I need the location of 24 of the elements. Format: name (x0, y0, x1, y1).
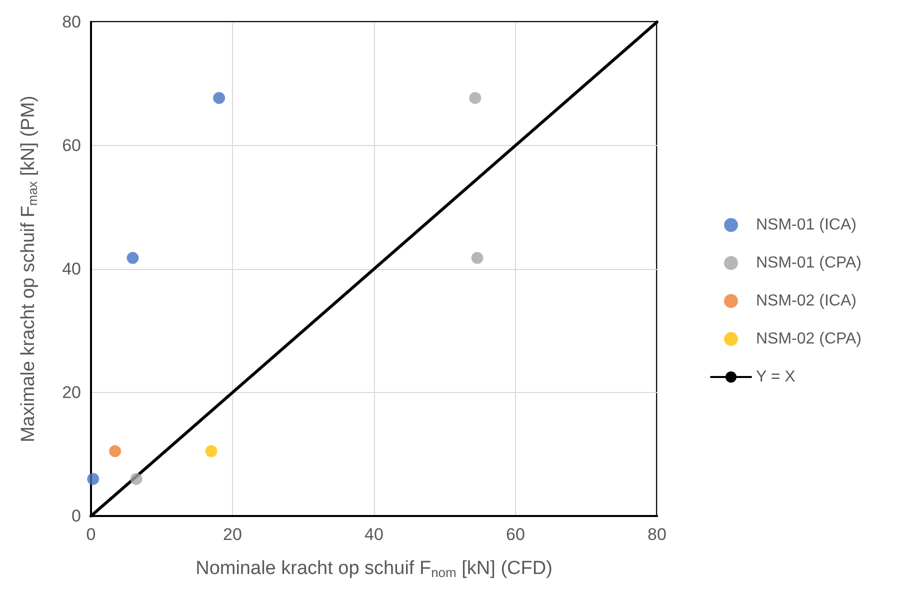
point (469, 92, 482, 104)
x-tick-label: 40 (364, 525, 384, 544)
point (205, 445, 218, 458)
y-tick-label: 20 (62, 383, 81, 402)
legend-label: NSM-01 (CPA) (756, 254, 862, 272)
x-tick-label: 60 (506, 525, 525, 544)
x-tick-label: 20 (223, 525, 242, 544)
point (87, 472, 100, 485)
point (126, 252, 139, 264)
legend-label: NSM-02 (ICA) (756, 292, 856, 310)
x-tick-label: 80 (648, 525, 666, 544)
legend-label: NSM-01 (ICA) (756, 216, 856, 234)
legend-label: NSM-02 (CPA) (756, 330, 862, 348)
legend-label: Y = X (756, 368, 796, 386)
point (109, 445, 122, 458)
y-tick-label: 0 (72, 506, 81, 526)
point (130, 472, 142, 485)
x-tick-label: 0 (86, 525, 96, 544)
y-axis-title: Maximale kracht op schuif Fmax [kN] (PM) (18, 96, 40, 442)
y-tick-label: 40 (62, 260, 81, 278)
y-tick-label: 80 (62, 12, 81, 32)
point (213, 92, 226, 104)
point (471, 252, 484, 264)
y-tick-label: 60 (62, 136, 81, 155)
